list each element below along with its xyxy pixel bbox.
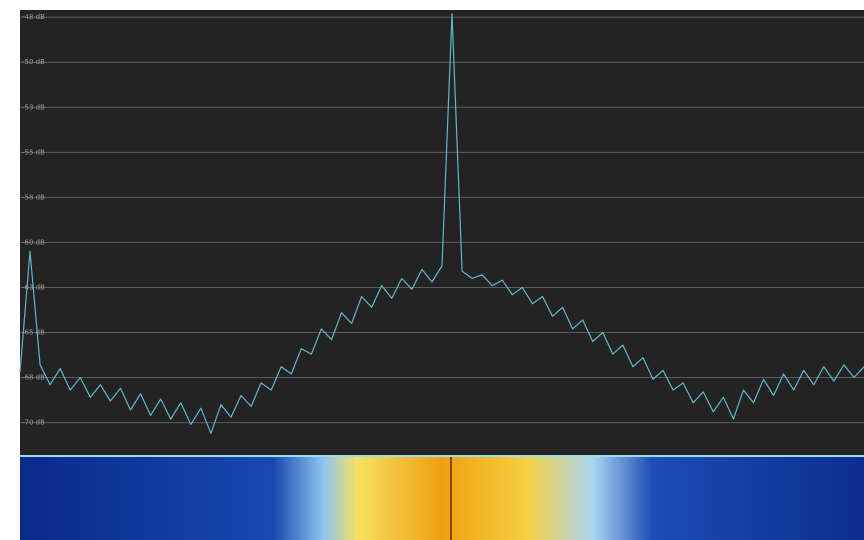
y-tick-label: -48 dB [22,13,45,21]
plot-layer: -48 dB-50 dB-53 dB-55 dB-58 dB-60 dB-63 … [19,13,864,434]
y-tick-label: -53 dB [22,103,45,111]
y-tick-label: -68 dB [22,374,45,382]
waterfall [20,457,864,540]
spectrum-trace [19,13,864,434]
y-tick-label: -70 dB [22,419,45,427]
y-tick-label: -65 dB [22,328,45,336]
y-tick-label: -50 dB [22,58,45,66]
plot-background [20,10,864,455]
y-tick-label: -55 dB [22,148,45,156]
y-tick-label: -60 dB [22,238,45,246]
y-tick-label: -58 dB [22,193,45,201]
